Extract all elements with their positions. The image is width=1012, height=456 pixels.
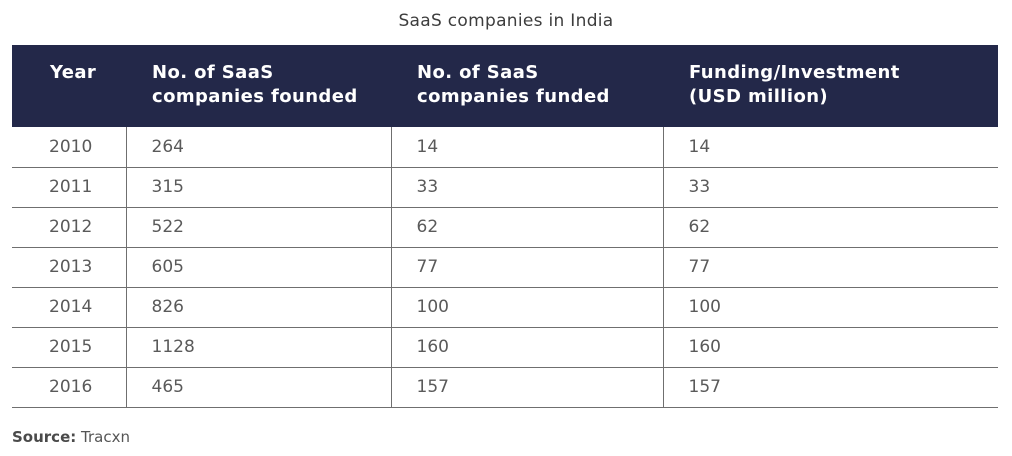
header-founded-line2: companies founded xyxy=(152,86,358,107)
cell-funded: 33 xyxy=(391,167,664,207)
cell-founded: 315 xyxy=(126,167,392,207)
cell-founded: 826 xyxy=(126,287,392,327)
table-row: 2016 465 157 157 xyxy=(12,367,998,407)
header-companies-founded: No. of SaaS companies founded xyxy=(126,45,391,127)
source-label: Source: xyxy=(12,428,77,446)
table-row: 2013 605 77 77 xyxy=(12,247,998,287)
cell-funded: 14 xyxy=(391,127,664,167)
header-funding-line1: Funding/Investment xyxy=(689,62,900,83)
header-companies-funded: No. of SaaS companies funded xyxy=(391,45,663,127)
cell-funded: 160 xyxy=(391,327,664,367)
cell-funding: 157 xyxy=(688,377,721,397)
table-row: 2012 522 62 62 xyxy=(12,207,998,247)
cell-funded: 100 xyxy=(391,287,664,327)
cell-funded: 157 xyxy=(391,367,664,407)
cell-year: 2014 xyxy=(12,287,127,327)
header-year: Year xyxy=(12,45,126,127)
cell-funding: 33 xyxy=(688,177,711,197)
cell-year: 2016 xyxy=(12,367,127,407)
cell-year: 2013 xyxy=(12,247,127,287)
cell-year: 2015 xyxy=(12,327,127,367)
table-title: SaaS companies in India xyxy=(398,11,614,31)
header-year-line1: Year xyxy=(50,62,97,83)
cell-funding: 160 xyxy=(688,337,721,357)
cell-founded: 522 xyxy=(126,207,392,247)
cell-year: 2011 xyxy=(12,167,127,207)
cell-year: 2012 xyxy=(12,207,127,247)
table-row: 2015 1128 160 160 xyxy=(12,327,998,367)
header-funding-investment: Funding/Investment (USD million) xyxy=(663,45,998,127)
cell-founded: 264 xyxy=(126,127,392,167)
saas-companies-table: Year No. of SaaS companies founded No. o… xyxy=(12,45,998,408)
table-row: 2011 315 33 33 xyxy=(12,167,998,207)
table-row: 2010 264 14 14 xyxy=(12,127,998,167)
cell-year: 2010 xyxy=(12,127,127,167)
table-header: Year No. of SaaS companies founded No. o… xyxy=(12,45,998,127)
table-body: 2010 264 14 14 2011 315 33 33 2012 522 6… xyxy=(12,127,998,407)
source-note: Source: Tracxn xyxy=(12,428,130,446)
cell-founded: 605 xyxy=(126,247,392,287)
cell-funding: 100 xyxy=(688,297,721,317)
cell-funded: 77 xyxy=(391,247,664,287)
cell-funded: 62 xyxy=(391,207,664,247)
cell-founded: 465 xyxy=(126,367,392,407)
header-row: Year No. of SaaS companies founded No. o… xyxy=(12,45,998,127)
cell-funding: 14 xyxy=(688,136,711,157)
cell-founded: 1128 xyxy=(126,327,392,367)
header-funded-line1: No. of SaaS xyxy=(417,62,539,83)
table-row: 2014 826 100 100 xyxy=(12,287,998,327)
source-value: Tracxn xyxy=(81,428,130,446)
header-funded-line2: companies funded xyxy=(417,86,610,107)
header-founded-line1: No. of SaaS xyxy=(152,62,274,83)
cell-funding: 62 xyxy=(688,217,711,237)
header-funding-line2: (USD million) xyxy=(689,86,829,107)
cell-funding: 77 xyxy=(688,257,711,277)
